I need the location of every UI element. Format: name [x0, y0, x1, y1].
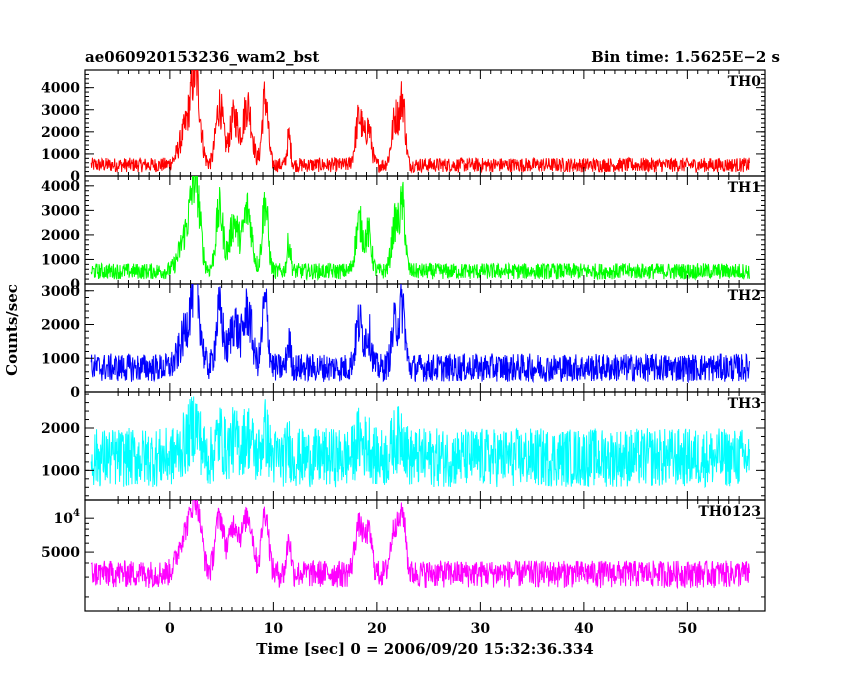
panel-frame-th0123: [84, 499, 766, 612]
chart-title-right: Bin time: 1.5625E−2 s: [591, 48, 780, 66]
series-line-th2: [90, 284, 750, 384]
x-tick-label: 10: [264, 621, 284, 637]
y-tick-label-th0: 4000: [41, 81, 80, 97]
y-tick-label-th1: 3000: [41, 203, 80, 219]
y-tick-label-th0: 2000: [41, 125, 80, 141]
y-axis-label: Counts/sec: [3, 284, 21, 376]
x-tick-label: 40: [574, 621, 594, 637]
series-label-th0: TH0: [728, 74, 762, 90]
y-tick-exponent: 4: [73, 508, 80, 519]
y-tick-label-th0: 1000: [41, 147, 80, 163]
y-tick-label-th0123: 104: [54, 508, 80, 527]
series-label-th1: TH1: [728, 180, 761, 196]
series-line-th0: [90, 70, 750, 174]
y-tick-label-th3: 1000: [41, 463, 80, 479]
chart-title-left: ae060920153236_wam2_bst: [85, 48, 319, 66]
x-tick-label: 30: [471, 621, 491, 637]
x-axis-label: Time [sec] 0 = 2006/09/20 15:32:36.334: [256, 640, 593, 658]
series-label-th2: TH2: [728, 288, 761, 304]
panels: TH001000200030004000TH101000200030004000…: [41, 69, 766, 637]
x-tick-label: 20: [367, 621, 387, 637]
y-tick-label-th0: 0: [70, 169, 80, 185]
y-tick-label-th0123: 5000: [41, 545, 80, 561]
y-tick-label-th2: 1000: [41, 351, 80, 367]
y-tick-label-th0: 3000: [41, 103, 80, 119]
y-tick-label-th2: 2000: [41, 318, 80, 334]
series-line-th3: [90, 396, 750, 489]
series-label-th3: TH3: [728, 396, 761, 412]
y-tick-label-th1: 4000: [41, 179, 80, 195]
y-tick-label-th2: 3000: [41, 284, 80, 300]
y-tick-label-th1: 0: [70, 277, 80, 293]
series-label-th0123: TH0123: [698, 504, 761, 520]
y-tick-label-th3: 2000: [41, 421, 80, 437]
series-line-th1: [90, 176, 750, 282]
y-tick-label-th1: 2000: [41, 228, 80, 244]
y-tick-label-th2: 0: [70, 385, 80, 401]
series-line-th0123: [90, 500, 750, 590]
y-tick-label-th1: 1000: [41, 252, 80, 268]
x-tick-label: 0: [165, 621, 175, 637]
x-tick-label: 50: [678, 621, 698, 637]
